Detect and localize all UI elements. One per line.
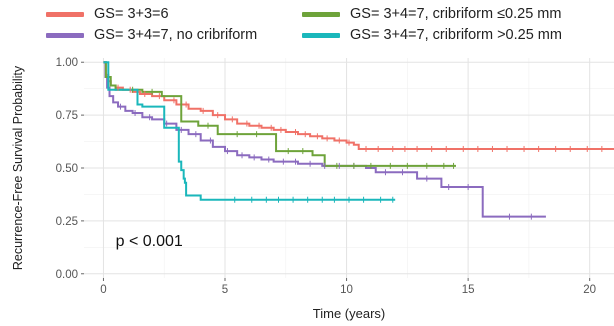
legend-label-1: GS= 3+3=6 [94,6,169,22]
legend-label-2: GS= 3+4=7, no cribriform [94,27,258,43]
x-tick-label: 10 [340,284,353,296]
curve-series-1 [103,61,614,150]
axis-ticks: 0 5 10 15 20 0.00 0.25 0.50 0.75 1.00 [56,57,596,296]
curve-series-3 [103,61,456,167]
x-tick-label: 15 [462,284,475,296]
y-tick-label: 1.00 [56,57,78,69]
legend-item-1: GS= 3+3=6 [46,5,169,23]
legend-label-3: GS= 3+4=7, cribriform ≤0.25 mm [350,6,562,22]
legend-item-2: GS= 3+4=7, no cribriform [46,26,257,44]
legend-key-2 [46,32,84,38]
y-tick-label: 0.75 [56,110,78,122]
grid [84,58,614,278]
legend: GS= 3+3=6 GS= 3+4=7, no cribriform GS= 3… [0,0,614,50]
legend-item-4: GS= 3+4=7, cribriform >0.25 mm [302,26,562,44]
y-tick-label: 0.50 [56,163,78,175]
legend-item-3: GS= 3+4=7, cribriform ≤0.25 mm [302,5,561,23]
curves [103,61,614,218]
curve-series-2 [103,61,546,218]
y-tick-label: 0.25 [56,216,78,228]
p-value-annotation: p < 0.001 [116,233,183,250]
censor-marks [117,84,603,220]
x-tick-label: 20 [583,284,596,296]
x-tick-label: 5 [222,284,228,296]
legend-key-1 [46,11,84,17]
y-axis-label: Recurrence-Free Survival Probability [11,65,25,270]
curve-series-4 [103,61,396,201]
legend-key-4 [302,32,340,38]
x-axis-label: Time (years) [313,306,385,321]
legend-key-3 [302,11,340,17]
y-tick-label: 0.00 [56,269,78,281]
legend-label-4: GS= 3+4=7, cribriform >0.25 mm [350,27,562,43]
x-tick-label: 0 [100,284,106,296]
